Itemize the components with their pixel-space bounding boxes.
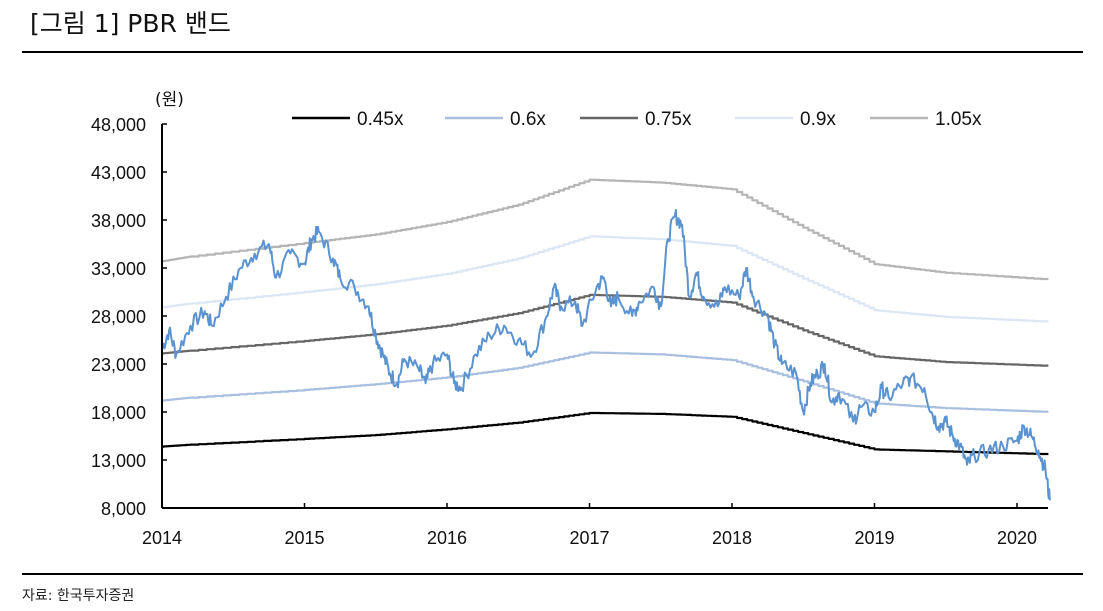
legend-label: 0.6x [510,109,546,130]
x-tick-label: 2018 [712,528,752,548]
series-line-0.6x [162,351,1049,413]
legend-label: 0.45x [357,109,404,130]
y-tick-label: 8,000 [101,499,146,519]
y-tick-label: 43,000 [91,163,146,183]
y-tick-label: 48,000 [91,115,146,135]
y-tick-label: 23,000 [91,355,146,375]
legend-label: 1.05x [935,109,982,130]
series-line-price [161,209,1051,501]
y-tick-label: 28,000 [91,307,146,327]
x-tick-label: 2016 [427,528,467,548]
y-tick-label: 13,000 [91,451,146,471]
x-tick-label: 2014 [142,528,182,548]
legend: 0.45x 0.6x 0.75x 0.9x 1.05x [292,109,982,130]
y-axis-unit-label: (원) [155,90,184,110]
series-line-1.05x [162,178,1049,281]
plot-area [161,178,1051,501]
y-tick-label: 33,000 [91,259,146,279]
legend-label: 0.75x [645,109,692,130]
series-line-0.45x [162,411,1049,456]
series-line-0.9x [162,235,1049,323]
source-note: 자료: 한국투자증권 [22,588,134,604]
legend-label: 0.9x [800,109,836,130]
y-tick-label: 38,000 [91,211,146,231]
x-axis: 2014 2015 2016 2017 2018 2019 2020 [142,503,1037,548]
figure-title: [그림 1] PBR 밴드 [30,9,231,38]
series-line-0.75x [162,293,1049,367]
x-tick-label: 2019 [854,528,894,548]
x-tick-label: 2017 [569,528,609,548]
y-axis: 48,000 43,000 38,000 33,000 28,000 23,000 18,0… [91,115,167,519]
x-tick-label: 2015 [284,528,324,548]
x-tick-label: 2020 [997,528,1037,548]
y-tick-label: 18,000 [91,403,146,423]
